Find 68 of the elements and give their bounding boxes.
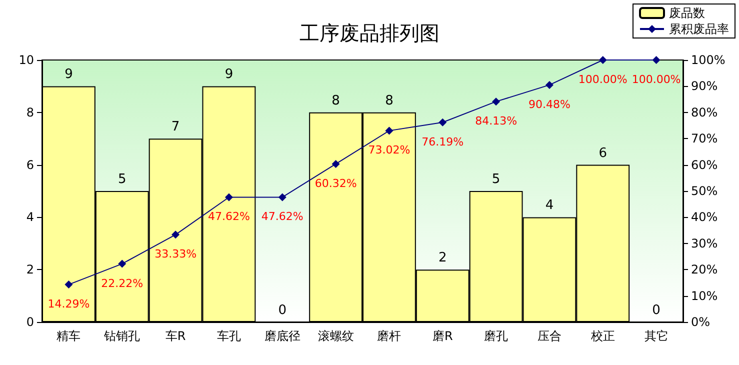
point xyxy=(438,118,447,126)
data-label: 100.00% xyxy=(578,73,628,86)
data-label: 0 xyxy=(278,303,287,318)
data-label: 7 xyxy=(171,120,180,135)
data-label: 2 xyxy=(438,250,447,266)
data-label: 60.32% xyxy=(314,176,357,190)
point xyxy=(64,280,73,289)
x-tick-label: 磨R xyxy=(432,329,453,343)
y2-tick-label: 100% xyxy=(691,53,726,67)
data-label: 14.29% xyxy=(48,298,90,311)
point xyxy=(224,193,233,202)
y-tick-label: 0 xyxy=(26,315,34,329)
x-tick-label: 压合 xyxy=(537,329,562,343)
point xyxy=(492,98,500,106)
chart-title: 工序废品排列图 xyxy=(300,21,440,45)
x-tick-label: 滚螺纹 xyxy=(318,329,354,343)
y2-tick-label: 0% xyxy=(691,315,710,329)
data-label: 76.19% xyxy=(422,135,464,148)
legend-label: 累积废品率 xyxy=(669,22,729,36)
data-label: 33.33% xyxy=(154,248,197,261)
x-tick-label: 校正 xyxy=(590,329,615,343)
point xyxy=(278,193,286,202)
y2-tick-label: 20% xyxy=(691,262,718,277)
y2-tick-label: 80% xyxy=(691,105,718,120)
x-tick-label: 钻销孔 xyxy=(103,329,140,343)
data-label: 84.13% xyxy=(475,114,518,128)
y2-tick-label: 60% xyxy=(691,158,718,172)
legend-label: 废品数 xyxy=(669,6,705,20)
y2-tick-label: 50% xyxy=(691,184,718,198)
data-label: 47.62% xyxy=(208,210,250,224)
y-tick-label: 6 xyxy=(26,158,34,172)
y2-tick-label: 90% xyxy=(691,79,718,94)
data-label: 73.02% xyxy=(368,144,410,157)
data-label: 0 xyxy=(652,303,660,318)
point xyxy=(652,56,660,64)
point xyxy=(545,80,554,89)
point xyxy=(118,260,126,268)
data-label: 8 xyxy=(332,93,340,108)
y-tick-label: 10 xyxy=(18,53,34,67)
data-label: 9 xyxy=(64,67,73,82)
data-label: 90.48% xyxy=(528,98,570,111)
point xyxy=(598,56,607,64)
y-tick-label: 4 xyxy=(26,210,34,224)
x-tick-label: 磨底径 xyxy=(264,329,300,343)
data-label: 5 xyxy=(118,172,126,187)
y-tick-label: 8 xyxy=(26,105,34,120)
data-label: 5 xyxy=(492,172,500,187)
x-tick-label: 磨杆 xyxy=(377,329,402,343)
data-label: 22.22% xyxy=(101,276,144,290)
data-label: 9 xyxy=(224,67,234,82)
x-tick-label: 其它 xyxy=(644,329,668,343)
x-tick-label: 磨孔 xyxy=(484,329,508,343)
point xyxy=(332,160,340,168)
y2-tick-label: 30% xyxy=(691,236,718,250)
y2-tick-label: 10% xyxy=(691,288,718,303)
y2-tick-label: 40% xyxy=(691,210,718,224)
x-tick-label: 精车 xyxy=(56,329,81,343)
y-tick-label: 2 xyxy=(26,262,34,277)
x-tick-label: 车R xyxy=(165,329,186,343)
data-label: 8 xyxy=(385,93,394,108)
data-label: 100.00% xyxy=(632,73,681,86)
data-label: 47.62% xyxy=(261,210,304,224)
x-tick-label: 车孔 xyxy=(216,329,241,343)
point xyxy=(385,126,394,135)
y2-tick-label: 70% xyxy=(691,132,718,146)
data-label: 4 xyxy=(545,198,554,214)
point xyxy=(172,230,180,239)
data-label: 6 xyxy=(598,146,608,161)
